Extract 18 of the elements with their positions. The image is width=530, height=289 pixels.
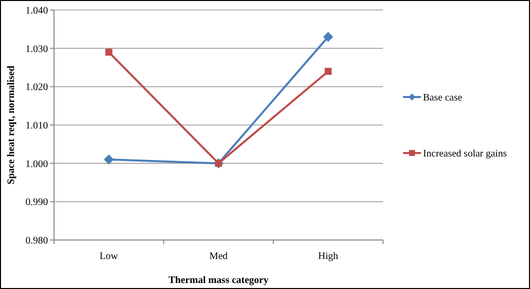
- y-tick-label: 1.040: [26, 6, 48, 16]
- point: [105, 48, 112, 56]
- point: [104, 154, 114, 164]
- y-axis-title: Space heat reqt, normalised: [6, 65, 17, 184]
- legend-label: Base case: [423, 92, 463, 104]
- x-tick-label: Med: [209, 251, 228, 262]
- y-tick-label: 0.980: [26, 236, 48, 246]
- y-tick-label: 1.020: [26, 82, 48, 94]
- point: [324, 68, 332, 75]
- y-tick-label: 1.030: [26, 44, 48, 55]
- legend-label: Increased solar gains: [423, 148, 507, 160]
- y-tick-label: 1.000: [26, 158, 48, 170]
- x-axis-title: Thermal mass category: [168, 275, 268, 286]
- y-tick-label: 1.010: [26, 120, 48, 132]
- y-tick-label: 0.990: [26, 197, 48, 208]
- x-tick-label: Low: [100, 251, 119, 262]
- point: [323, 32, 334, 42]
- x-tick-label: High: [318, 251, 338, 262]
